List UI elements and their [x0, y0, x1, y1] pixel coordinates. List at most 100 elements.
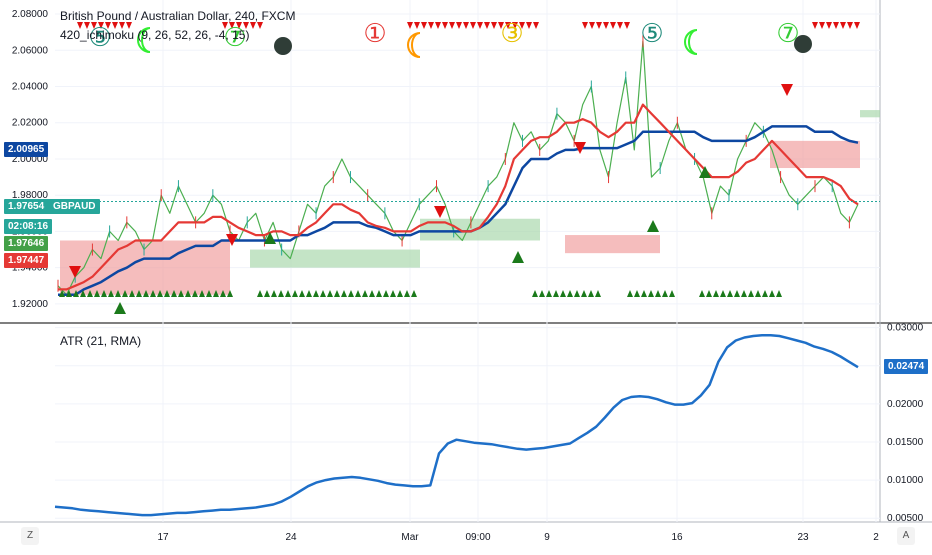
buy-signal-marker [257, 290, 263, 297]
atr-pane-title: ATR (21, RMA) [60, 334, 142, 348]
circled-annotation-label: ⑦ [776, 19, 799, 49]
sell-signal-marker [421, 22, 427, 29]
buy-signal-marker [734, 290, 740, 297]
circled-annotation-label: ⑤ [640, 19, 663, 49]
atr-y-tick-label: 0.01000 [887, 475, 924, 486]
atr-current-tag: 0.02474 [884, 359, 929, 374]
sell-signal-marker [505, 22, 511, 29]
buy-signal-marker [539, 290, 545, 297]
buy-signal-marker [755, 290, 761, 297]
red-price-tag: 1.97447 [4, 253, 49, 268]
sell-signal-marker [603, 22, 609, 29]
sell-signal-marker [407, 22, 413, 29]
buy-signal-marker [574, 290, 580, 297]
sell-signal-marker [449, 22, 455, 29]
buy-signal-marker [108, 290, 114, 297]
x-tick-label: Mar [401, 532, 419, 543]
sell-signal-marker [463, 22, 469, 29]
buy-signal-marker [327, 290, 333, 297]
buy-signal-marker [59, 290, 65, 297]
sell-signal-marker [854, 22, 860, 29]
buy-signal-marker [532, 290, 538, 297]
sell-signal-marker [243, 22, 249, 29]
countdown-tag: 02:08:16 [4, 219, 53, 234]
sell-signal-marker [477, 22, 483, 29]
buy-signal-marker [164, 290, 170, 297]
buy-signal-marker [306, 290, 312, 297]
sell-signal-marker [526, 22, 532, 29]
large-buy-marker [114, 302, 126, 314]
current-price-tag: 1.97654 GBPAUD [4, 199, 100, 214]
sell-signal-marker [484, 22, 490, 29]
buy-signal-marker [341, 290, 347, 297]
main-y-tick-label: 2.06000 [12, 45, 49, 56]
main-y-tick-label: 2.04000 [12, 82, 49, 93]
tenkan-line [58, 103, 859, 291]
buy-signal-marker [655, 290, 661, 297]
green-price-tag: 1.97646 [4, 236, 49, 251]
price-line [57, 40, 859, 296]
sell-signal-marker [833, 22, 839, 29]
x-tick-label: 9 [544, 532, 550, 543]
buy-signal-marker [313, 290, 319, 297]
buy-signal-marker [720, 290, 726, 297]
large-buy-marker [647, 220, 659, 232]
large-sell-marker [434, 206, 446, 218]
large-buy-marker [264, 232, 276, 244]
buy-signal-marker [727, 290, 733, 297]
sell-signal-marker [250, 22, 256, 29]
buy-signal-marker [285, 290, 291, 297]
x-tick-label: 2 [873, 532, 879, 543]
sell-signal-marker [84, 22, 90, 29]
buy-signal-marker [278, 290, 284, 297]
main-pane-title: British Pound / Australian Dollar, 240, … [60, 9, 296, 23]
atr-y-tick-label: 0.02000 [887, 399, 924, 410]
buy-signal-marker [213, 290, 219, 297]
buy-signal-marker [641, 290, 647, 297]
buy-signal-marker [157, 290, 163, 297]
buy-signal-marker [80, 290, 86, 297]
sell-signal-marker [414, 22, 420, 29]
crescent-marker [407, 32, 421, 58]
ichimoku-cloud [60, 240, 230, 295]
sell-signal-marker [533, 22, 539, 29]
crescent-marker [684, 29, 698, 55]
ichimoku-cloud [860, 110, 880, 118]
buy-signal-marker [706, 290, 712, 297]
buy-signal-marker [227, 290, 233, 297]
sell-signal-marker [589, 22, 595, 29]
dark-dot-marker [274, 37, 292, 55]
buy-signal-marker [748, 290, 754, 297]
buy-signal-marker [334, 290, 340, 297]
ichimoku-cloud [250, 249, 420, 268]
buy-signal-marker [595, 290, 601, 297]
buy-signal-marker [669, 290, 675, 297]
circled-annotation-label: ⑤ [88, 23, 111, 53]
auto-scale-button[interactable]: A [897, 527, 915, 545]
buy-signal-marker [560, 290, 566, 297]
x-tick-label: 17 [157, 532, 169, 543]
buy-signal-marker [320, 290, 326, 297]
buy-signal-marker [662, 290, 668, 297]
buy-signal-marker [369, 290, 375, 297]
sell-signal-marker [596, 22, 602, 29]
main-y-tick-label: 2.08000 [12, 9, 49, 20]
x-tick-label: 16 [671, 532, 683, 543]
sell-signal-marker [105, 22, 111, 29]
sell-signal-marker [428, 22, 434, 29]
buy-signal-marker [376, 290, 382, 297]
sell-signal-marker [236, 22, 242, 29]
large-buy-marker [512, 251, 524, 263]
sell-signal-marker [847, 22, 853, 29]
buy-signal-marker [553, 290, 559, 297]
buy-signal-marker [136, 290, 142, 297]
symbol-label: GBPAUD [52, 201, 96, 212]
zoom-button[interactable]: Z [21, 527, 39, 545]
buy-signal-marker [383, 290, 389, 297]
sell-signal-marker [91, 22, 97, 29]
circled-annotation-label: ① [363, 19, 386, 49]
sell-signal-marker [229, 22, 235, 29]
sell-signal-marker [470, 22, 476, 29]
dark-dot-marker [794, 35, 812, 53]
